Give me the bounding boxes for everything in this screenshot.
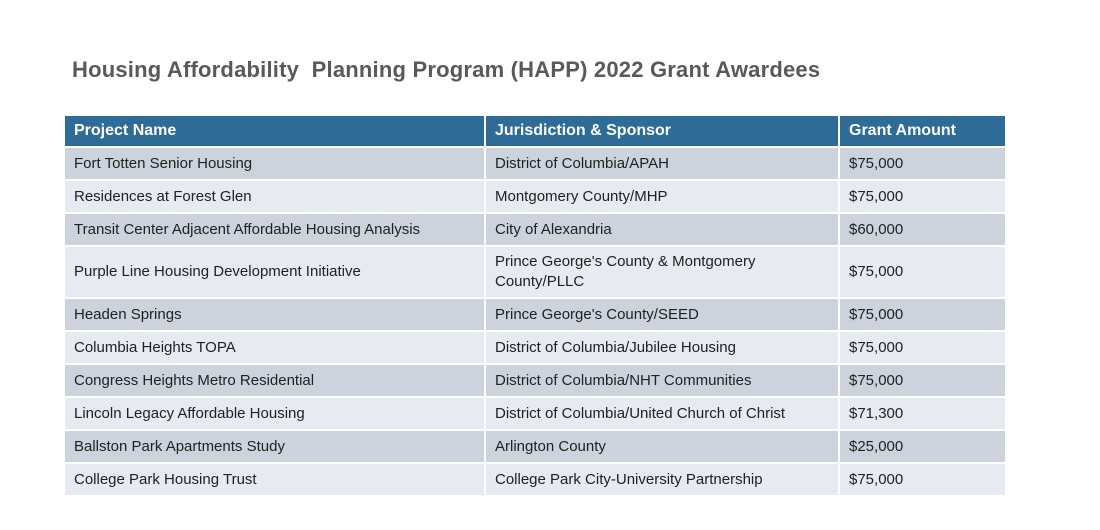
project-name-cell: Congress Heights Metro Residential [65,365,486,396]
table-row: Transit Center Adjacent Affordable Housi… [65,214,1005,247]
jurisdiction-sponsor-cell: District of Columbia/APAH [486,148,840,179]
project-name-cell: Columbia Heights TOPA [65,332,486,363]
grant-amount-cell: $75,000 [840,332,1005,363]
jurisdiction-sponsor-cell: District of Columbia/NHT Communities [486,365,840,396]
table-body: Fort Totten Senior Housing District of Co… [65,148,1005,495]
grant-amount-cell: $75,000 [840,148,1005,179]
table-row: Purple Line Housing Development Initiati… [65,247,1005,299]
jurisdiction-sponsor-cell: Arlington County [486,431,840,462]
jurisdiction-sponsor-cell: City of Alexandria [486,214,840,245]
column-header-grant-amount: Grant Amount [840,116,1005,146]
grant-amount-cell: $71,300 [840,398,1005,429]
table-row: Residences at Forest Glen Montgomery Coun… [65,181,1005,214]
project-name-cell: Transit Center Adjacent Affordable Housi… [65,214,486,245]
project-name-cell: Purple Line Housing Development Initiati… [65,247,486,297]
table-row: Ballston Park Apartments Study Arlington … [65,431,1005,464]
grant-amount-cell: $75,000 [840,247,1005,297]
grant-amount-cell: $75,000 [840,365,1005,396]
project-name-cell: Fort Totten Senior Housing [65,148,486,179]
jurisdiction-sponsor-cell: College Park City-University Partnership [486,464,840,495]
jurisdiction-sponsor-cell: Prince George's County & Montgomery Coun… [486,247,840,297]
table-row: Columbia Heights TOPA District of Columbi… [65,332,1005,365]
project-name-cell: Ballston Park Apartments Study [65,431,486,462]
project-name-cell: Residences at Forest Glen [65,181,486,212]
grant-amount-cell: $75,000 [840,464,1005,495]
jurisdiction-sponsor-cell: District of Columbia/United Church of Ch… [486,398,840,429]
column-header-project-name: Project Name [65,116,486,146]
jurisdiction-sponsor-cell: District of Columbia/Jubilee Housing [486,332,840,363]
table-row: College Park Housing Trust College Park C… [65,464,1005,495]
project-name-cell: College Park Housing Trust [65,464,486,495]
table-header-row: Project Name Jurisdiction & Sponsor Gran… [65,116,1005,148]
project-name-cell: Headen Springs [65,299,486,330]
column-header-jurisdiction-sponsor: Jurisdiction & Sponsor [486,116,840,146]
grant-amount-cell: $60,000 [840,214,1005,245]
jurisdiction-sponsor-cell: Prince George's County/SEED [486,299,840,330]
page-title: Housing Affordability Planning Program (… [72,57,821,82]
table-row: Headen Springs Prince George's County/SEE… [65,299,1005,332]
grant-awardees-table: Project Name Jurisdiction & Sponsor Gran… [65,116,1005,495]
project-name-cell: Lincoln Legacy Affordable Housing [65,398,486,429]
table-row: Congress Heights Metro Residential Distri… [65,365,1005,398]
jurisdiction-sponsor-cell: Montgomery County/MHP [486,181,840,212]
grant-amount-cell: $75,000 [840,181,1005,212]
grant-amount-cell: $75,000 [840,299,1005,330]
table-row: Fort Totten Senior Housing District of Co… [65,148,1005,181]
table-row: Lincoln Legacy Affordable Housing Distric… [65,398,1005,431]
grant-amount-cell: $25,000 [840,431,1005,462]
